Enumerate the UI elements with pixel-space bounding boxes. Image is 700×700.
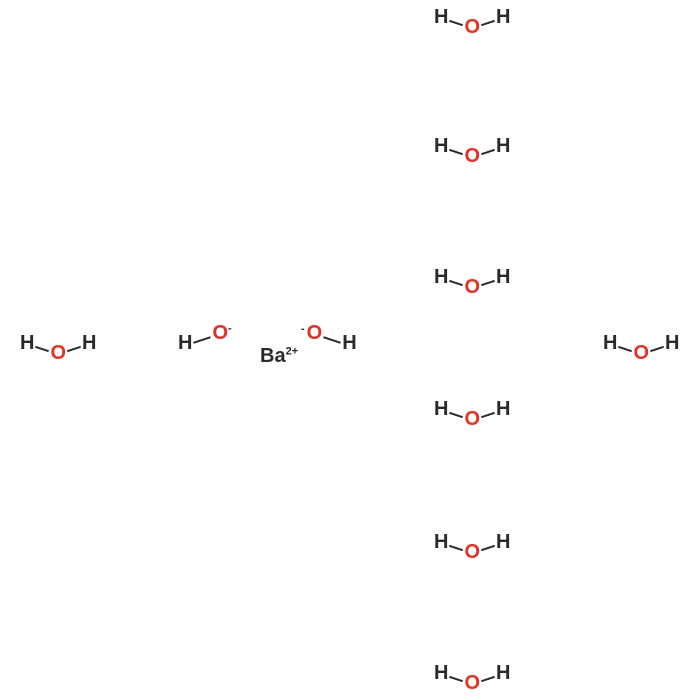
bond xyxy=(449,280,463,286)
hydrogen-atom: H xyxy=(82,332,96,355)
hydrogen-atom: H xyxy=(434,662,448,685)
hydrogen-atom: H xyxy=(496,6,510,29)
bond xyxy=(481,20,495,26)
hydrogen-atom: H xyxy=(496,398,510,421)
oxygen-atom: O xyxy=(464,408,480,431)
charge-label: - xyxy=(301,323,305,335)
bond xyxy=(449,149,463,155)
oxygen-atom: O xyxy=(464,541,480,564)
bond xyxy=(481,412,495,418)
barium-ion: Ba2+ xyxy=(260,345,298,368)
charge-label: - xyxy=(228,323,232,335)
charge-label: 2+ xyxy=(286,345,299,357)
hydrogen-atom: H xyxy=(434,6,448,29)
bond xyxy=(650,346,664,352)
water-molecule: HOH xyxy=(434,537,510,560)
hydrogen-atom: H xyxy=(496,266,510,289)
barium-atom: Ba xyxy=(260,345,286,368)
water-molecule: HOH xyxy=(434,668,510,691)
hydrogen-atom: H xyxy=(434,266,448,289)
bond xyxy=(449,20,463,26)
hydrogen-atom: H xyxy=(434,531,448,554)
hydrogen-atom: H xyxy=(496,531,510,554)
bond xyxy=(481,676,495,682)
oxygen-atom: -O xyxy=(303,322,322,345)
hydrogen-atom: H xyxy=(434,398,448,421)
bond xyxy=(481,280,495,286)
hydrogen-atom: H xyxy=(665,332,679,355)
hydrogen-atom: H xyxy=(20,332,34,355)
oxygen-atom: O xyxy=(464,672,480,695)
water-molecule: HOH xyxy=(434,404,510,427)
bond xyxy=(481,545,495,551)
water-molecule: HOH xyxy=(434,12,510,35)
water-molecule: HOH xyxy=(603,338,679,361)
oxygen-atom: O- xyxy=(212,322,231,345)
hydrogen-atom: H xyxy=(178,332,192,355)
hydrogen-atom: H xyxy=(496,135,510,158)
hydroxide-ion: HO- xyxy=(178,326,232,349)
oxygen-atom: O xyxy=(464,16,480,39)
bond xyxy=(449,676,463,682)
water-molecule: HOH xyxy=(434,141,510,164)
bond xyxy=(194,336,212,343)
hydrogen-atom: H xyxy=(434,135,448,158)
hydrogen-atom: H xyxy=(496,662,510,685)
oxygen-atom: O xyxy=(633,342,649,365)
hydroxide-ion: -OH xyxy=(303,326,357,349)
bond xyxy=(618,346,632,352)
water-molecule: HOH xyxy=(20,338,96,361)
hydrogen-atom: H xyxy=(342,332,356,355)
oxygen-atom: O xyxy=(50,342,66,365)
bond xyxy=(449,545,463,551)
bond xyxy=(323,336,341,343)
oxygen-atom: O xyxy=(464,276,480,299)
hydrogen-atom: H xyxy=(603,332,617,355)
bond xyxy=(67,346,81,352)
oxygen-atom: O xyxy=(464,145,480,168)
water-molecule: HOH xyxy=(434,272,510,295)
bond xyxy=(481,149,495,155)
bond xyxy=(449,412,463,418)
bond xyxy=(35,346,49,352)
